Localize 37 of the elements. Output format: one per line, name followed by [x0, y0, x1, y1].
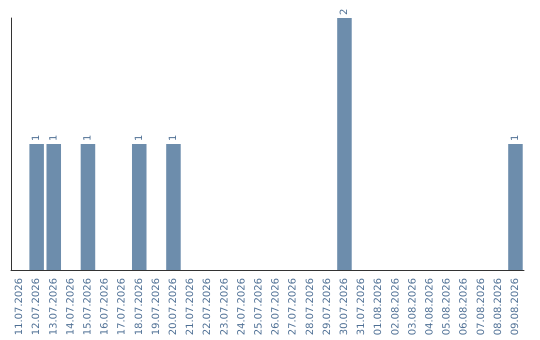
x-tick-label: 04.08.2026 — [424, 278, 436, 336]
x-tick-label: 14.07.2026 — [65, 278, 76, 336]
x-tick-label: 17.07.2026 — [116, 278, 128, 336]
x-tick-label: 01.08.2026 — [373, 278, 384, 336]
x-tick-label: 05.08.2026 — [442, 278, 453, 336]
x-tick-label: 20.07.2026 — [168, 278, 179, 336]
x-tick-label: 02.08.2026 — [390, 278, 402, 336]
x-tick-label: 06.08.2026 — [458, 278, 470, 336]
x-tick-label: 21.07.2026 — [185, 278, 196, 336]
data-label: 1 — [48, 134, 60, 141]
data-label: 1 — [82, 134, 94, 141]
x-tick-label: 08.08.2026 — [492, 278, 504, 336]
x-tick-label: 03.08.2026 — [407, 278, 418, 336]
data-label: 1 — [510, 134, 521, 141]
x-tick-label: 09.08.2026 — [510, 278, 521, 336]
x-tick-label: 29.07.2026 — [322, 278, 333, 336]
x-tick-label: 24.07.2026 — [236, 278, 248, 336]
x-tick-label: 13.07.2026 — [48, 278, 60, 336]
x-tick-label: 11.07.2026 — [14, 278, 26, 336]
x-tick-label: 28.07.2026 — [304, 278, 316, 336]
data-label: 1 — [134, 134, 145, 141]
x-tick-label: 22.07.2026 — [202, 278, 214, 336]
x-tick-label: 25.07.2026 — [253, 278, 264, 336]
x-tick-label: 26.07.2026 — [270, 278, 282, 336]
x-tick-label: 31.07.2026 — [356, 278, 368, 336]
x-tick-label: 27.07.2026 — [288, 278, 299, 336]
x-tick-label: 23.07.2026 — [219, 278, 230, 336]
x-tick-label: 07.08.2026 — [476, 278, 487, 336]
x-tick-label: 30.07.2026 — [338, 278, 350, 336]
x-tick-label: 18.07.2026 — [134, 278, 145, 336]
data-label: 1 — [168, 134, 179, 141]
x-tick-label: 15.07.2026 — [82, 278, 94, 336]
data-label: 2 — [338, 8, 350, 15]
x-tick-label: 12.07.2026 — [31, 278, 42, 336]
data-label: 1 — [31, 134, 42, 141]
x-tick-label: 16.07.2026 — [100, 278, 111, 336]
x-tick-label: 19.07.2026 — [150, 278, 162, 336]
